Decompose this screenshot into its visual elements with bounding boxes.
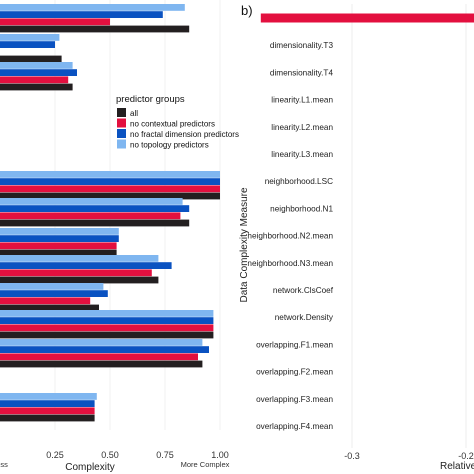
x-axis-less-label: Less bbox=[0, 460, 8, 469]
category-label-12: overlapping.F1.mean bbox=[256, 340, 333, 349]
bar-a-group3-series0 bbox=[0, 192, 220, 200]
bar-a-group5-series0 bbox=[0, 249, 117, 257]
bar-a-group2-series2 bbox=[0, 69, 77, 76]
x-tick-a-0: 0.25 bbox=[46, 450, 64, 460]
bar-a-group9-series2 bbox=[0, 346, 209, 353]
category-label-11: network.Density bbox=[275, 313, 334, 322]
panel-b-category-labels: dimensionality.T2dimensionality.T3dimens… bbox=[247, 14, 333, 431]
panel-b-x-axis-title: Relative bbox=[440, 461, 474, 472]
bar-a-group0-series2 bbox=[0, 11, 163, 18]
bar-a-group8-series3 bbox=[0, 310, 214, 317]
bar-a-group5-series3 bbox=[0, 228, 119, 235]
bar-a-group5-series1 bbox=[0, 242, 117, 250]
panel-a-x-axis-title: Complexity bbox=[65, 462, 114, 473]
x-axis-more-complex-label: More Complex bbox=[181, 460, 230, 469]
bar-a-group1-series3 bbox=[0, 34, 60, 41]
bar-a-group0-series1 bbox=[0, 18, 110, 26]
category-label-10: network.ClsCoef bbox=[273, 286, 334, 295]
category-label-15: overlapping.F4.mean bbox=[256, 422, 333, 431]
bar-a-group4-series2 bbox=[0, 205, 190, 212]
bar-a-group5-series2 bbox=[0, 235, 119, 242]
x-tick-a-3: 1.00 bbox=[211, 450, 229, 460]
legend-swatch-2 bbox=[117, 129, 126, 138]
panel-b-y-axis-title: Data Complexity Measure bbox=[239, 187, 250, 302]
bar-a-group9-series0 bbox=[0, 360, 203, 368]
legend-swatch-0 bbox=[117, 108, 126, 117]
category-label-4: linearity.L2.mean bbox=[271, 123, 333, 132]
panel-b-gridlines bbox=[342, 0, 474, 448]
category-label-13: overlapping.F2.mean bbox=[256, 368, 333, 377]
bar-a-group0-series0 bbox=[0, 25, 190, 33]
bar-a-group0-series3 bbox=[0, 4, 185, 11]
bar-a-group4-series0 bbox=[0, 219, 190, 227]
bar-a-group2-series1 bbox=[0, 76, 69, 84]
x-tick-a-1: 0.50 bbox=[101, 450, 119, 460]
bar-a-group1-series0 bbox=[0, 55, 62, 63]
legend-label-1: no contextual predictors bbox=[130, 119, 215, 128]
bar-a-group10-series1 bbox=[0, 407, 95, 415]
bar-b-0 bbox=[260, 13, 474, 23]
bar-a-group9-series3 bbox=[0, 339, 203, 346]
x-tick-a-2: 0.75 bbox=[156, 450, 174, 460]
bar-a-group8-series1 bbox=[0, 324, 214, 332]
bar-a-group10-series3 bbox=[0, 393, 97, 400]
panel-a-bars bbox=[0, 4, 220, 422]
bar-a-group7-series2 bbox=[0, 290, 108, 297]
legend-label-0: all bbox=[130, 109, 138, 118]
legend-label-3: no topology predictors bbox=[130, 140, 209, 149]
bar-a-group4-series3 bbox=[0, 198, 183, 205]
panel-b-x-ticks: -0.3 -0.2 bbox=[344, 451, 474, 461]
bar-a-group6-series3 bbox=[0, 255, 159, 262]
category-label-9: neighborhood.N3.mean bbox=[247, 259, 333, 268]
bar-a-group3-series2 bbox=[0, 178, 220, 185]
legend-label-2: no fractal dimension predictors bbox=[130, 130, 239, 139]
bar-a-group3-series3 bbox=[0, 171, 220, 178]
bar-a-group9-series1 bbox=[0, 353, 198, 361]
panel-a-complexity-chart: 0.25 0.50 0.75 1.00 Less Complexity More Co… bbox=[0, 0, 230, 473]
bar-a-group6-series2 bbox=[0, 262, 172, 269]
panel-b-relative-chart: b) Data Complexity Measure dimensionalit… bbox=[239, 0, 474, 472]
category-label-7: neighborhood.N1 bbox=[270, 204, 333, 213]
category-label-1: dimensionality.T3 bbox=[270, 41, 334, 50]
bar-a-group7-series3 bbox=[0, 283, 104, 290]
x-tick-b-1: -0.2 bbox=[458, 451, 474, 461]
panel-b-label: b) bbox=[241, 3, 253, 18]
legend-title: predictor groups bbox=[116, 94, 185, 105]
bar-a-group2-series0 bbox=[0, 83, 73, 91]
bar-a-group2-series3 bbox=[0, 62, 73, 69]
category-label-5: linearity.L3.mean bbox=[271, 150, 333, 159]
bar-a-group4-series1 bbox=[0, 212, 181, 220]
panel-a-x-ticks: 0.25 0.50 0.75 1.00 bbox=[46, 450, 229, 460]
category-label-8: neighborhood.N2.mean bbox=[247, 232, 333, 241]
legend-swatch-1 bbox=[117, 118, 126, 128]
bar-a-group8-series2 bbox=[0, 317, 214, 324]
bar-a-group7-series1 bbox=[0, 297, 91, 305]
category-label-3: linearity.L1.mean bbox=[271, 96, 333, 105]
bar-a-group3-series1 bbox=[0, 185, 220, 193]
category-label-2: dimensionality.T4 bbox=[270, 68, 334, 77]
x-tick-b-0: -0.3 bbox=[344, 451, 360, 461]
bar-a-group6-series0 bbox=[0, 276, 159, 284]
bar-a-group6-series1 bbox=[0, 269, 152, 277]
category-label-14: overlapping.F3.mean bbox=[256, 395, 333, 404]
bar-a-group10-series0 bbox=[0, 414, 95, 422]
bar-a-group1-series2 bbox=[0, 41, 55, 48]
bar-a-group10-series2 bbox=[0, 400, 95, 407]
bar-a-group7-series0 bbox=[0, 304, 99, 312]
panel-b-bars bbox=[260, 13, 474, 23]
bar-a-group8-series0 bbox=[0, 331, 214, 339]
category-label-6: neighborhood.LSC bbox=[265, 177, 333, 186]
legend-swatch-3 bbox=[117, 139, 126, 149]
